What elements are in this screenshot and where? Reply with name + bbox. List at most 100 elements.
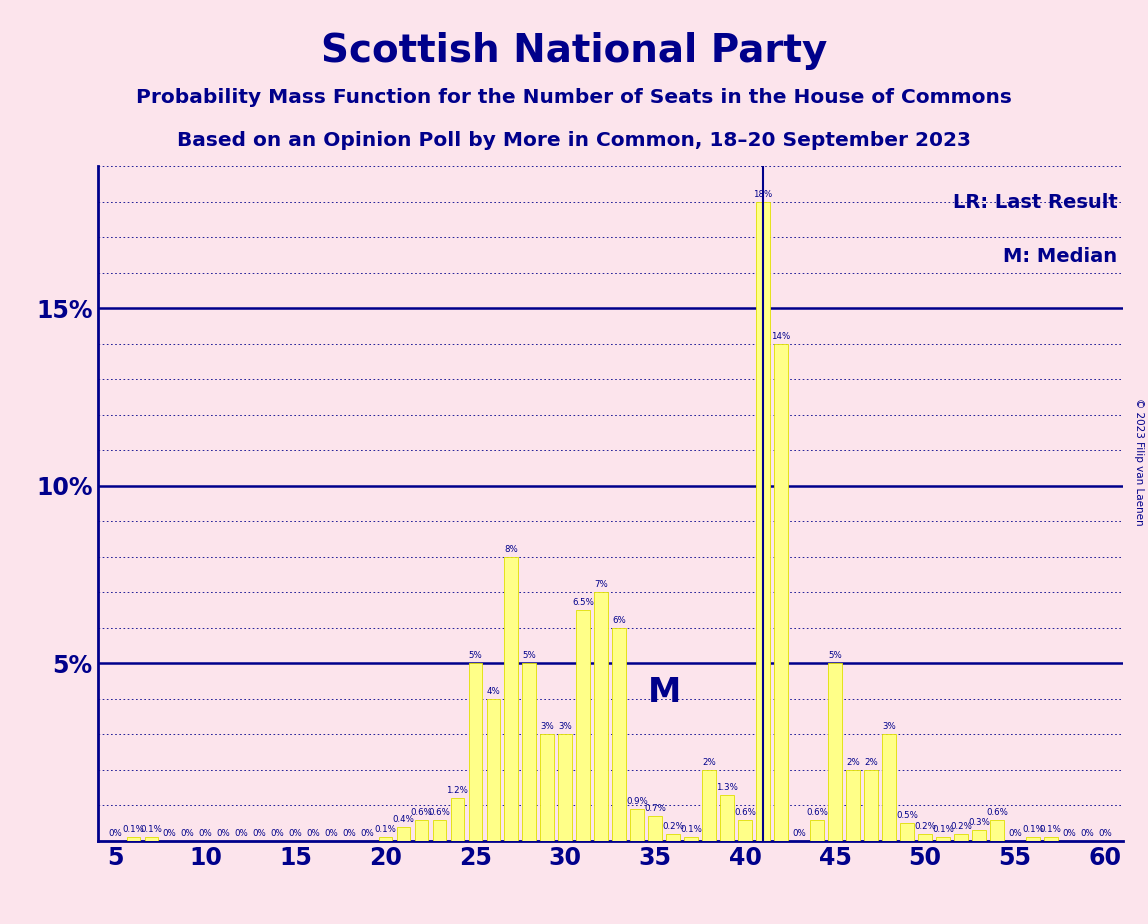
Text: 0.9%: 0.9%	[627, 797, 647, 806]
Bar	[576, 610, 590, 841]
Text: 0.6%: 0.6%	[986, 808, 1008, 817]
Text: 0.6%: 0.6%	[410, 808, 433, 817]
Bar	[433, 820, 447, 841]
Text: 5%: 5%	[522, 651, 536, 661]
Text: 0%: 0%	[325, 829, 339, 838]
Text: 3%: 3%	[541, 723, 554, 732]
Text: 1.3%: 1.3%	[716, 783, 738, 792]
Text: 0%: 0%	[288, 829, 302, 838]
Text: 6%: 6%	[612, 616, 626, 625]
Bar	[522, 663, 536, 841]
Text: 0.6%: 0.6%	[806, 808, 828, 817]
Bar	[757, 201, 770, 841]
Text: 0.1%: 0.1%	[374, 825, 396, 834]
Bar	[720, 795, 734, 841]
Text: 0.1%: 0.1%	[123, 825, 145, 834]
Text: 8%: 8%	[504, 545, 518, 554]
Bar	[703, 770, 716, 841]
Text: 0.6%: 0.6%	[428, 808, 450, 817]
Bar	[396, 827, 410, 841]
Bar	[595, 592, 608, 841]
Bar	[450, 798, 464, 841]
Text: 0.3%: 0.3%	[968, 819, 990, 827]
Text: 5%: 5%	[468, 651, 482, 661]
Bar	[541, 735, 554, 841]
Bar	[918, 833, 932, 841]
Text: Based on an Opinion Poll by More in Common, 18–20 September 2023: Based on an Opinion Poll by More in Comm…	[177, 131, 971, 151]
Text: 0%: 0%	[792, 829, 806, 838]
Text: 0%: 0%	[307, 829, 320, 838]
Text: 0.7%: 0.7%	[644, 804, 666, 813]
Text: 0.2%: 0.2%	[662, 822, 684, 831]
Bar	[649, 816, 662, 841]
Bar	[1026, 837, 1040, 841]
Bar	[738, 820, 752, 841]
Bar	[846, 770, 860, 841]
Text: 0.6%: 0.6%	[734, 808, 757, 817]
Text: 5%: 5%	[828, 651, 841, 661]
Text: M: Median: M: Median	[1003, 248, 1118, 266]
Bar	[900, 823, 914, 841]
Bar	[126, 837, 140, 841]
Text: Scottish National Party: Scottish National Party	[320, 32, 828, 70]
Text: 0%: 0%	[234, 829, 248, 838]
Bar	[558, 735, 572, 841]
Text: 18%: 18%	[753, 190, 773, 199]
Bar	[1044, 837, 1057, 841]
Text: 0.1%: 0.1%	[680, 825, 703, 834]
Text: 0%: 0%	[1008, 829, 1022, 838]
Text: 0.2%: 0.2%	[914, 822, 936, 831]
Bar	[684, 837, 698, 841]
Text: 0%: 0%	[163, 829, 177, 838]
Text: 7%: 7%	[595, 580, 608, 590]
Text: 0%: 0%	[271, 829, 285, 838]
Bar	[630, 808, 644, 841]
Text: 0.1%: 0.1%	[932, 825, 954, 834]
Text: 0%: 0%	[1080, 829, 1094, 838]
Bar	[666, 833, 680, 841]
Text: Probability Mass Function for the Number of Seats in the House of Commons: Probability Mass Function for the Number…	[137, 88, 1011, 107]
Text: 0%: 0%	[180, 829, 194, 838]
Bar	[379, 837, 393, 841]
Bar	[828, 663, 841, 841]
Text: © 2023 Filip van Laenen: © 2023 Filip van Laenen	[1134, 398, 1143, 526]
Text: 0.1%: 0.1%	[1022, 825, 1044, 834]
Text: 0%: 0%	[1062, 829, 1076, 838]
Text: 3%: 3%	[882, 723, 895, 732]
Bar	[145, 837, 158, 841]
Text: 14%: 14%	[771, 332, 791, 341]
Text: 0%: 0%	[199, 829, 212, 838]
Text: 0%: 0%	[360, 829, 374, 838]
Bar	[864, 770, 878, 841]
Bar	[990, 820, 1003, 841]
Text: 0.1%: 0.1%	[140, 825, 163, 834]
Text: 2%: 2%	[846, 758, 860, 767]
Text: 0%: 0%	[1097, 829, 1111, 838]
Bar	[414, 820, 428, 841]
Text: 0.4%: 0.4%	[393, 815, 414, 824]
Bar	[612, 627, 626, 841]
Text: 3%: 3%	[558, 723, 572, 732]
Text: 0%: 0%	[342, 829, 356, 838]
Bar	[774, 344, 788, 841]
Bar	[487, 699, 501, 841]
Text: 2%: 2%	[864, 758, 878, 767]
Text: LR: Last Result: LR: Last Result	[953, 193, 1118, 213]
Text: 0%: 0%	[253, 829, 266, 838]
Text: 0.2%: 0.2%	[949, 822, 972, 831]
Text: 1.2%: 1.2%	[447, 786, 468, 796]
Text: 0.1%: 0.1%	[1040, 825, 1062, 834]
Bar	[504, 557, 518, 841]
Bar	[468, 663, 482, 841]
Bar	[882, 735, 895, 841]
Text: 6.5%: 6.5%	[572, 598, 595, 607]
Text: 4%: 4%	[487, 687, 501, 696]
Text: M: M	[647, 676, 681, 710]
Text: 0.5%: 0.5%	[895, 811, 918, 821]
Bar	[954, 833, 968, 841]
Bar	[936, 837, 949, 841]
Text: 0%: 0%	[217, 829, 231, 838]
Text: 0%: 0%	[109, 829, 123, 838]
Text: 2%: 2%	[703, 758, 716, 767]
Bar	[810, 820, 824, 841]
